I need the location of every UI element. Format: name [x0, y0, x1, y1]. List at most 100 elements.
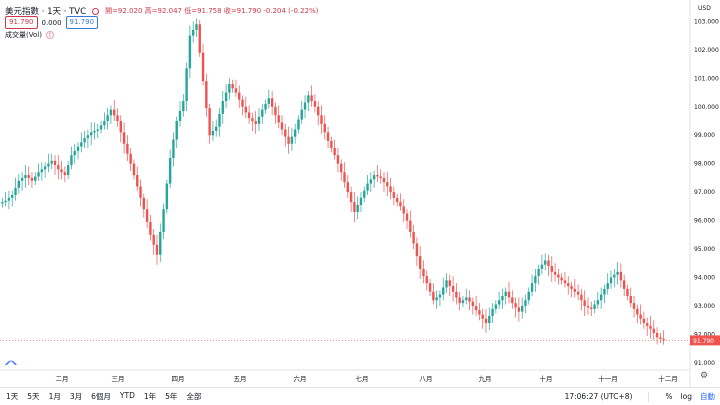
percent-toggle[interactable]: %: [665, 392, 673, 401]
range-button-8[interactable]: 全部: [186, 392, 202, 401]
price-tick: 103.000: [694, 18, 719, 25]
candle-body: [221, 101, 224, 114]
candle-body: [80, 142, 83, 147]
candle-body: [461, 300, 465, 304]
price-tick: 97.000: [694, 189, 715, 196]
eye-icon[interactable]: [92, 7, 100, 15]
candle-body: [474, 305, 478, 311]
candle-body: [132, 163, 136, 176]
candle-body: [99, 125, 103, 130]
candle-body: [290, 136, 294, 144]
candle-body: [136, 175, 139, 187]
range-button-4[interactable]: 6個月: [91, 392, 111, 401]
range-button-6[interactable]: 1年: [143, 392, 157, 401]
candle-body: [520, 305, 524, 312]
candle-body: [1, 202, 4, 204]
candle-body: [356, 204, 359, 213]
candle-body: [386, 182, 389, 187]
candle-body: [63, 172, 67, 176]
candle-body: [155, 244, 159, 255]
range-button-2[interactable]: 1月: [48, 392, 61, 401]
candle-body: [511, 297, 514, 304]
candle-body: [50, 160, 53, 164]
tradingview-logo-icon[interactable]: [4, 356, 18, 368]
candle-body: [238, 92, 241, 100]
candle-body: [422, 268, 425, 277]
range-button-1[interactable]: 5天: [27, 392, 40, 401]
buy-price-box[interactable]: 91.790: [65, 16, 99, 29]
bottom-toolbar: 1天 5天 1月 3月 6個月 YTD 1年 5年 全部 17:06:27 (UTC+8) % …: [0, 387, 720, 405]
candle-body: [195, 24, 198, 30]
candle-body: [40, 169, 44, 173]
candle-body: [343, 172, 346, 183]
price-tick: 92.000: [694, 331, 715, 338]
candle-body: [481, 314, 484, 319]
price-tick: 98.000: [694, 161, 715, 168]
candle-body: [43, 166, 47, 170]
log-toggle[interactable]: log: [680, 392, 692, 401]
candle-body: [544, 260, 547, 265]
auto-toggle[interactable]: 自動: [700, 392, 715, 401]
candle-body: [540, 264, 544, 269]
price-tick: 94.000: [694, 275, 715, 282]
range-button-5[interactable]: YTD: [119, 391, 135, 400]
candle-body: [330, 140, 333, 149]
candle-body: [287, 136, 290, 144]
candle-body: [442, 287, 445, 295]
candle-body: [320, 115, 323, 124]
candle-body: [349, 192, 353, 203]
candle-body: [504, 291, 507, 297]
candle-body: [534, 276, 537, 284]
warning-icon[interactable]: !: [45, 31, 54, 39]
candle-body: [550, 266, 553, 272]
range-button-3[interactable]: 3月: [69, 392, 83, 401]
time-tick: 九月: [479, 374, 492, 383]
candle-body: [438, 294, 442, 298]
range-button-0[interactable]: 1天: [6, 392, 19, 401]
divider: [648, 391, 650, 402]
candle-body: [270, 98, 274, 107]
range-button-7[interactable]: 5年: [165, 392, 178, 401]
price-tick: 93.000: [694, 303, 715, 310]
sell-price-box[interactable]: 91.790: [5, 16, 38, 29]
candle-body: [517, 307, 521, 312]
candle-body: [606, 283, 609, 289]
time-tick: 七月: [356, 374, 369, 383]
candle-body: [603, 288, 606, 295]
candle-body: [626, 288, 629, 297]
candle-body: [484, 318, 488, 324]
settings-gear-icon[interactable]: ⚙: [700, 371, 709, 381]
candle-body: [491, 308, 494, 316]
candle-body: [175, 120, 178, 140]
candle-body: [379, 176, 382, 178]
candle-body: [11, 194, 14, 198]
candle-body: [37, 172, 40, 177]
candle-body: [162, 209, 165, 232]
candle-body: [30, 177, 34, 181]
candle-body: [382, 177, 386, 183]
candle-body: [425, 276, 428, 284]
candle-body: [448, 280, 451, 287]
candle-body: [198, 24, 201, 53]
candle-body: [14, 187, 17, 195]
candle-body: [616, 271, 619, 275]
candle-body: [412, 231, 415, 244]
price-chart[interactable]: 103.000 102.000 101.000 100.000 99.000 98.000…: [0, 0, 720, 387]
symbol-title[interactable]: 美元指數 · 1天 · TVC: [5, 7, 87, 17]
candle-body: [613, 274, 616, 278]
clock-time[interactable]: 17:06:27 (UTC+8): [564, 392, 633, 401]
candle-body: [126, 143, 129, 154]
time-tick: 八月: [420, 375, 433, 383]
candle-body: [376, 175, 379, 177]
candle-body: [109, 109, 113, 116]
candle-body: [57, 165, 60, 170]
candle-body: [478, 310, 481, 315]
volume-label[interactable]: 成交量(Vol): [5, 31, 42, 39]
candle-body: [507, 291, 511, 298]
candle-body: [300, 109, 303, 120]
candle-body: [563, 280, 567, 284]
candle-body: [655, 333, 659, 338]
time-tick: 十二月: [658, 374, 678, 383]
candle-body: [316, 106, 320, 116]
candle-body: [218, 113, 221, 127]
